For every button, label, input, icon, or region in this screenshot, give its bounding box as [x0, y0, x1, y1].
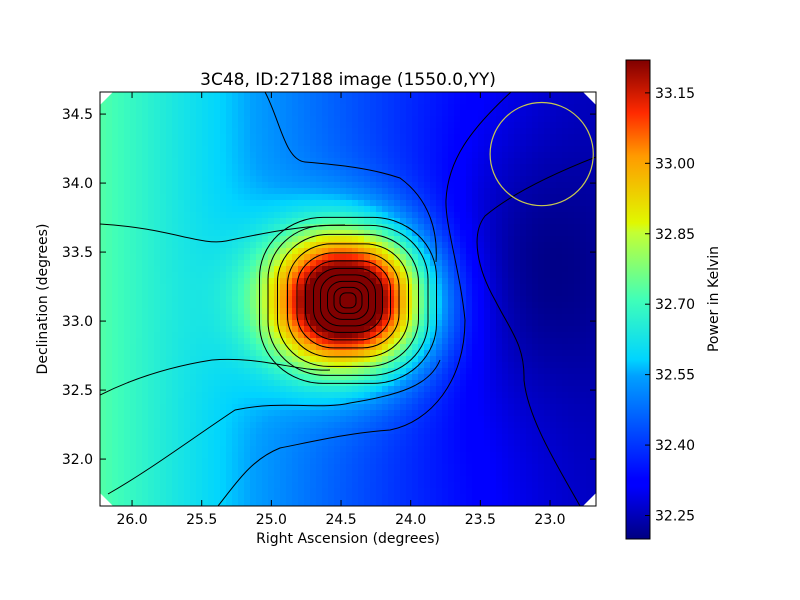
colorbar	[625, 59, 651, 540]
contour-outer-2	[264, 92, 437, 263]
plot-frame	[99, 91, 597, 507]
contour-ring-9	[327, 280, 369, 320]
x-tick-label: 25.5	[186, 512, 217, 528]
y-tick-label: 33.5	[62, 245, 93, 261]
chart-title: 3C48, ID:27188 image (1550.0,YY)	[200, 70, 496, 90]
x-tick-label: 24.5	[325, 512, 356, 528]
colorbar-label: Power in Kelvin	[706, 246, 722, 352]
y-tick-label: 32.5	[62, 383, 93, 399]
x-tick-label: 23.0	[534, 512, 565, 528]
contour-ring-4	[287, 243, 409, 358]
masked-corner	[583, 493, 596, 506]
colorbar-tick-label: 33.15	[655, 86, 695, 102]
heatmap-field	[100, 92, 596, 506]
colorbar-tick-label: 32.55	[655, 368, 695, 384]
colorbar-tick-label: 33.00	[655, 156, 695, 172]
contour-outer-5	[217, 92, 512, 506]
colorbar-tick-label: 32.85	[655, 227, 695, 243]
x-tick-label: 24.0	[395, 512, 426, 528]
y-tick-label: 34.5	[62, 107, 93, 123]
contour-ring-6	[305, 260, 391, 341]
y-axis-ticks: 32.0 32.5 33.0 33.5 34.0 34.5	[62, 107, 596, 468]
masked-corner	[100, 92, 113, 105]
contour-outer-4	[107, 359, 441, 495]
contour-outer-1	[100, 223, 346, 243]
y-tick-label: 33.0	[62, 314, 93, 330]
colorbar-tick-label: 32.40	[655, 438, 695, 454]
contour-ring-7	[313, 267, 383, 333]
x-axis-ticks: 26.0 25.5 25.0 24.5 24.0 23.5 23.0	[116, 92, 566, 528]
contour-ring-3	[277, 233, 419, 367]
contour-ring-11	[339, 292, 357, 309]
contour-ring-5	[296, 252, 400, 349]
x-tick-label: 26.0	[116, 512, 147, 528]
y-tick-label: 32.0	[62, 452, 93, 468]
contour-ring-1	[259, 216, 437, 384]
contour-ring-2	[267, 224, 429, 376]
colorbar-ticks: 32.25 32.40 32.55 32.70 32.85 33.00 33.15	[645, 86, 695, 525]
contour-ring-8	[320, 274, 376, 327]
masked-corner	[583, 92, 596, 105]
contour-lines	[100, 92, 596, 506]
x-tick-label: 23.5	[465, 512, 496, 528]
colorbar-tick-label: 32.70	[655, 297, 695, 313]
y-axis-label: Declination (degrees)	[35, 224, 51, 375]
contour-outer-3	[100, 358, 331, 396]
beam-circle	[489, 101, 594, 207]
contour-ring-10	[333, 286, 363, 314]
masked-corner	[100, 493, 113, 506]
colorbar-tick-label: 32.25	[655, 509, 695, 525]
contour-outer-6	[476, 156, 596, 506]
y-tick-label: 34.0	[62, 176, 93, 192]
heatmap-masked-corners	[100, 92, 596, 506]
x-tick-label: 25.0	[256, 512, 287, 528]
x-axis-label: Right Ascension (degrees)	[256, 531, 440, 547]
